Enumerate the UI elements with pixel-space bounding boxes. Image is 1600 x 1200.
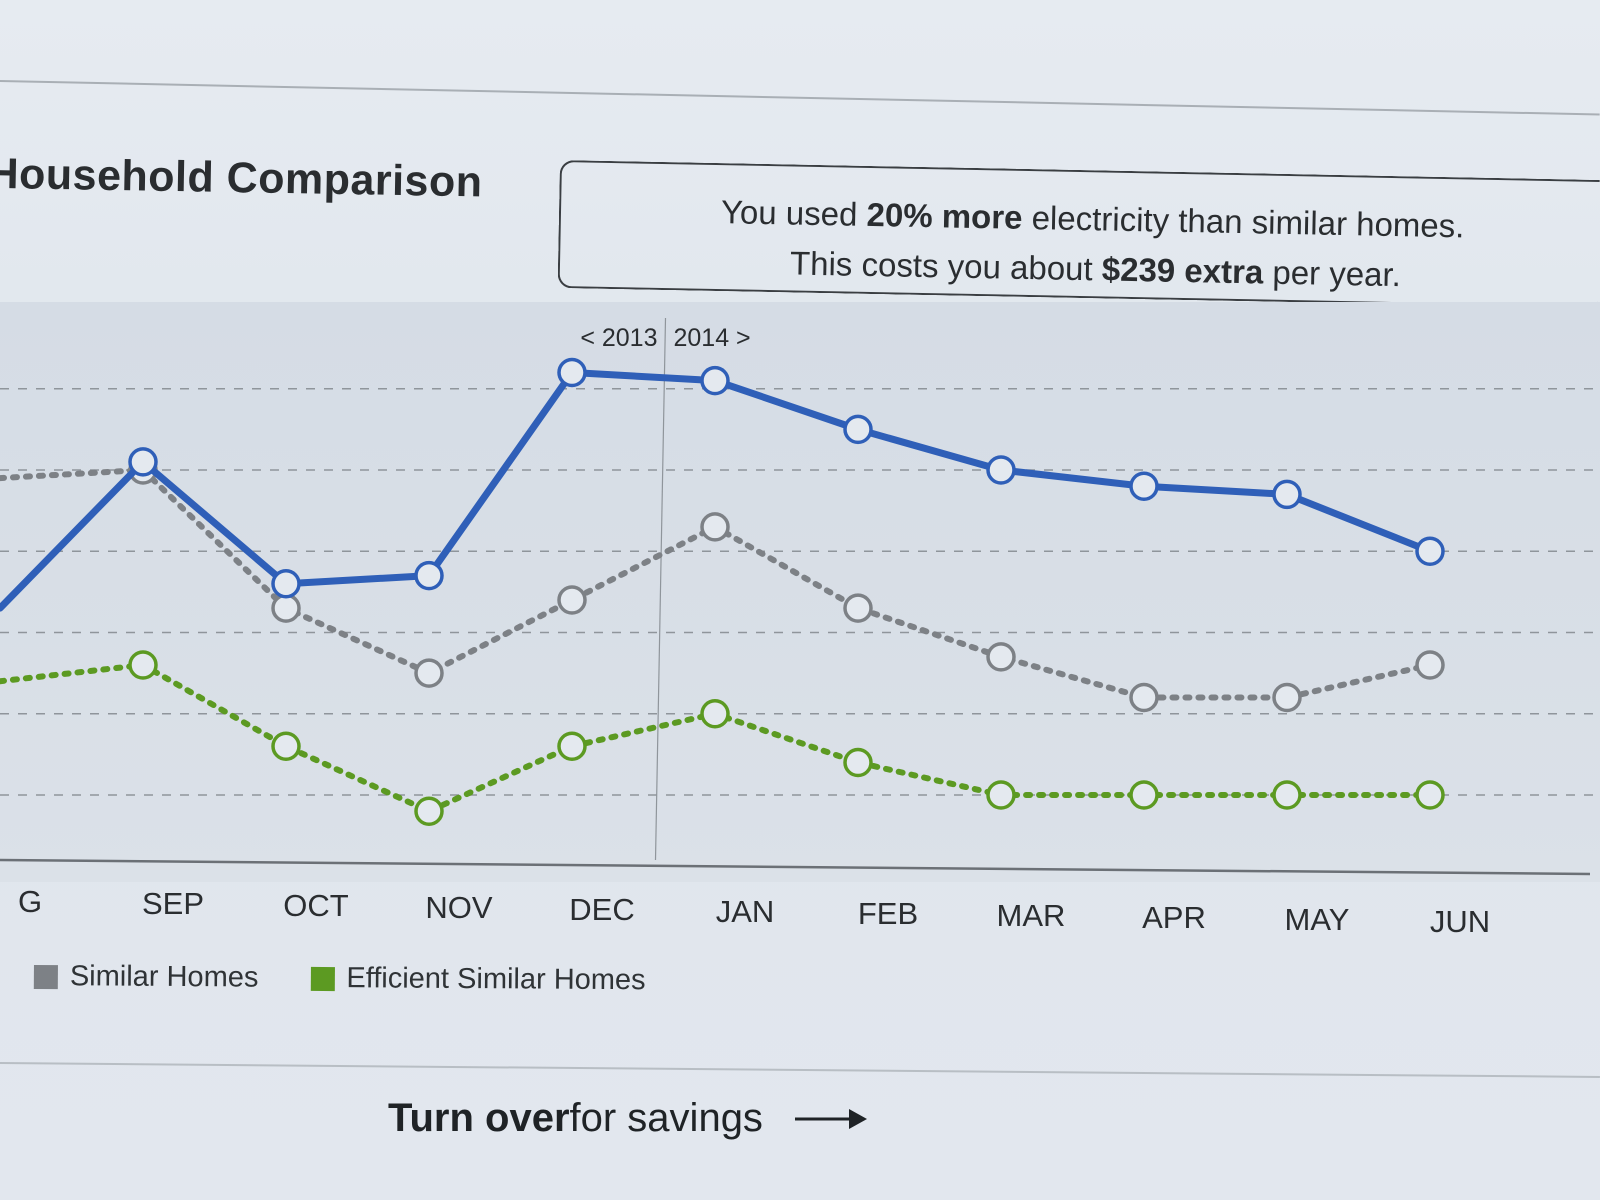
point-efficient-mar	[986, 780, 1016, 810]
legend-swatch	[310, 966, 335, 991]
point-efficient-dec	[557, 731, 587, 761]
point-efficient-oct	[271, 731, 301, 761]
point-you-apr	[1129, 471, 1159, 501]
x-tick-label: DEC	[569, 892, 634, 927]
legend-label: Similar Homes	[69, 960, 259, 994]
year-divider-line	[654, 317, 667, 861]
x-tick-label: MAR	[997, 898, 1066, 933]
point-you-mar	[986, 455, 1016, 485]
x-tick-label: G	[18, 884, 42, 919]
point-efficient-jun	[1415, 780, 1445, 810]
point-similar-may	[1272, 682, 1302, 713]
x-tick-label: FEB	[858, 896, 918, 931]
point-efficient-sep	[128, 650, 158, 680]
point-efficient-nov	[414, 796, 444, 826]
series-you	[0, 357, 1445, 612]
point-efficient-feb	[843, 747, 873, 778]
chart-legend: Similar Homes Efficient Similar Homes	[33, 960, 698, 998]
point-you-nov	[414, 560, 444, 591]
point-similar-mar	[986, 642, 1016, 672]
series-line-efficient	[0, 662, 1433, 815]
gridlines	[0, 388, 1600, 796]
point-efficient-may	[1272, 780, 1302, 810]
x-axis-line	[0, 858, 1591, 876]
x-tick-label: JUN	[1430, 904, 1490, 939]
year-label-left: < 2013	[580, 324, 657, 352]
point-you-dec	[557, 357, 587, 388]
point-you-feb	[843, 414, 873, 445]
series-line-you	[0, 369, 1434, 612]
x-tick-labels: G SEP OCT NOV DEC JAN FEB MAR APR MAY JUN	[18, 884, 1490, 939]
x-tick-label: MAY	[1285, 902, 1350, 937]
point-you-may	[1272, 479, 1302, 510]
legend-item-0: Similar Homes	[33, 960, 259, 995]
point-similar-dec	[557, 585, 587, 615]
legend-item-1: Efficient Similar Homes	[310, 962, 646, 997]
point-similar-apr	[1129, 682, 1159, 713]
series-similar	[0, 455, 1445, 713]
point-you-oct	[271, 569, 301, 599]
x-tick-label: NOV	[425, 890, 493, 925]
series-line-similar	[0, 467, 1433, 701]
year-label-right: 2014 >	[674, 324, 751, 352]
arrow-right-icon	[794, 1108, 867, 1129]
x-tick-label: SEP	[142, 886, 204, 921]
point-similar-jan	[700, 512, 730, 542]
point-efficient-jan	[700, 699, 730, 729]
point-you-jun	[1415, 536, 1445, 566]
point-similar-feb	[843, 593, 873, 623]
x-tick-label: OCT	[283, 888, 349, 923]
point-you-jan	[700, 365, 730, 396]
point-you-sep	[128, 447, 158, 477]
x-tick-label: APR	[1142, 900, 1206, 935]
point-efficient-apr	[1129, 780, 1159, 810]
legend-label: Efficient Similar Homes	[346, 962, 646, 997]
point-similar-jun	[1415, 650, 1445, 680]
point-similar-oct	[271, 593, 301, 623]
point-similar-nov	[414, 658, 444, 688]
series-efficient	[0, 650, 1445, 826]
legend-swatch	[33, 964, 58, 989]
x-tick-label: JAN	[716, 894, 775, 929]
turn-over-note: Turn over for savings	[388, 1096, 869, 1141]
